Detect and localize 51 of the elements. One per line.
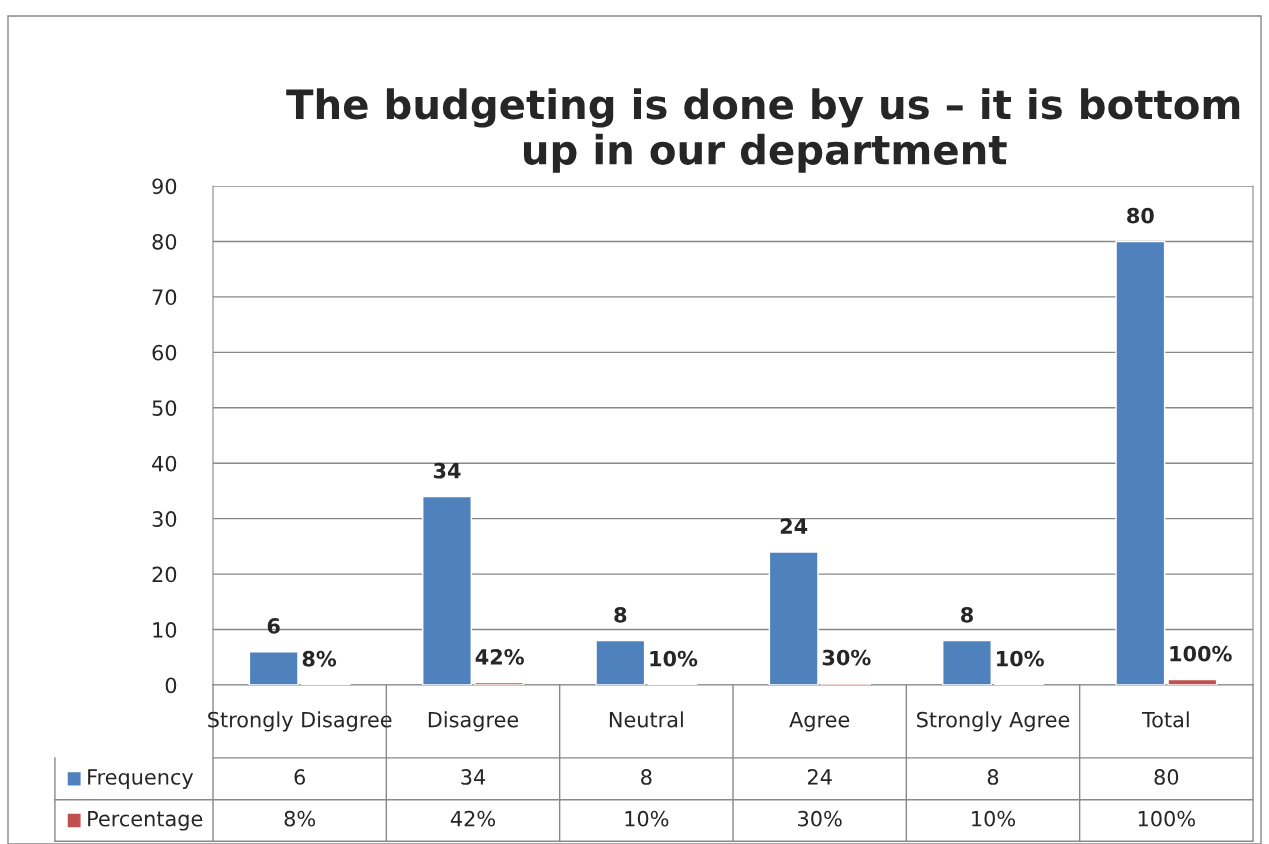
x-tick-label: Agree: [789, 711, 850, 732]
data-label: 8%: [284, 810, 316, 827]
data-label: 10%: [972, 810, 1015, 827]
bar: [1115, 240, 1166, 685]
text: 34: [433, 462, 461, 479]
text: 24: [780, 518, 808, 534]
text: 100%: [1170, 645, 1232, 662]
bar: [942, 639, 992, 685]
chart-title: The budgeting is done by us – it is bottom up in our department: [286, 88, 1240, 173]
bar: [1167, 678, 1218, 685]
bar: [768, 551, 819, 685]
text: 10%: [650, 650, 698, 667]
data-label: 8: [987, 769, 999, 785]
y-tick-label: 60: [152, 344, 177, 361]
y-tick-label: 40: [152, 455, 177, 472]
data-label: 10%: [625, 810, 669, 827]
data-label: 100%: [1138, 810, 1195, 827]
y-tick-label: 30: [152, 511, 177, 527]
data-label: 8: [641, 769, 652, 785]
bar: [422, 495, 472, 685]
text: 10%: [997, 650, 1044, 667]
data-label: 6: [294, 769, 305, 785]
y-tick-label: 0: [165, 677, 177, 694]
y-tick-label: 80: [152, 233, 177, 250]
text: 8: [614, 606, 627, 623]
data-label: 24: [807, 769, 832, 785]
bar: [474, 681, 524, 685]
x-tick-label: Neutral: [609, 711, 683, 728]
text: 8: [961, 606, 973, 623]
y-tick-label: 70: [152, 289, 177, 306]
data-label: 34: [461, 769, 486, 785]
bar: [595, 639, 646, 685]
text: 30%: [822, 649, 871, 666]
legend-label: Percentage: [88, 811, 203, 831]
data-label: 80: [1154, 769, 1179, 785]
y-tick-label: 20: [152, 566, 177, 583]
data-label: 30%: [798, 810, 842, 827]
text: 42%: [475, 648, 524, 665]
x-tick-label: Strongly Disagree: [208, 711, 392, 732]
x-tick-label: Strongly Agree: [917, 711, 1070, 732]
text: 8%: [302, 650, 337, 667]
legend-label: Frequency: [88, 769, 194, 789]
bar: [248, 651, 299, 685]
text: 80: [1127, 207, 1154, 224]
text: 6: [267, 618, 280, 634]
x-tick-label: Disagree: [428, 711, 519, 732]
y-tick-label: 10: [153, 622, 177, 638]
x-tick-label: Total: [1141, 711, 1189, 728]
y-tick-label: 50: [152, 400, 177, 416]
data-label: 42%: [450, 810, 495, 827]
y-tick-label: 90: [152, 178, 177, 195]
